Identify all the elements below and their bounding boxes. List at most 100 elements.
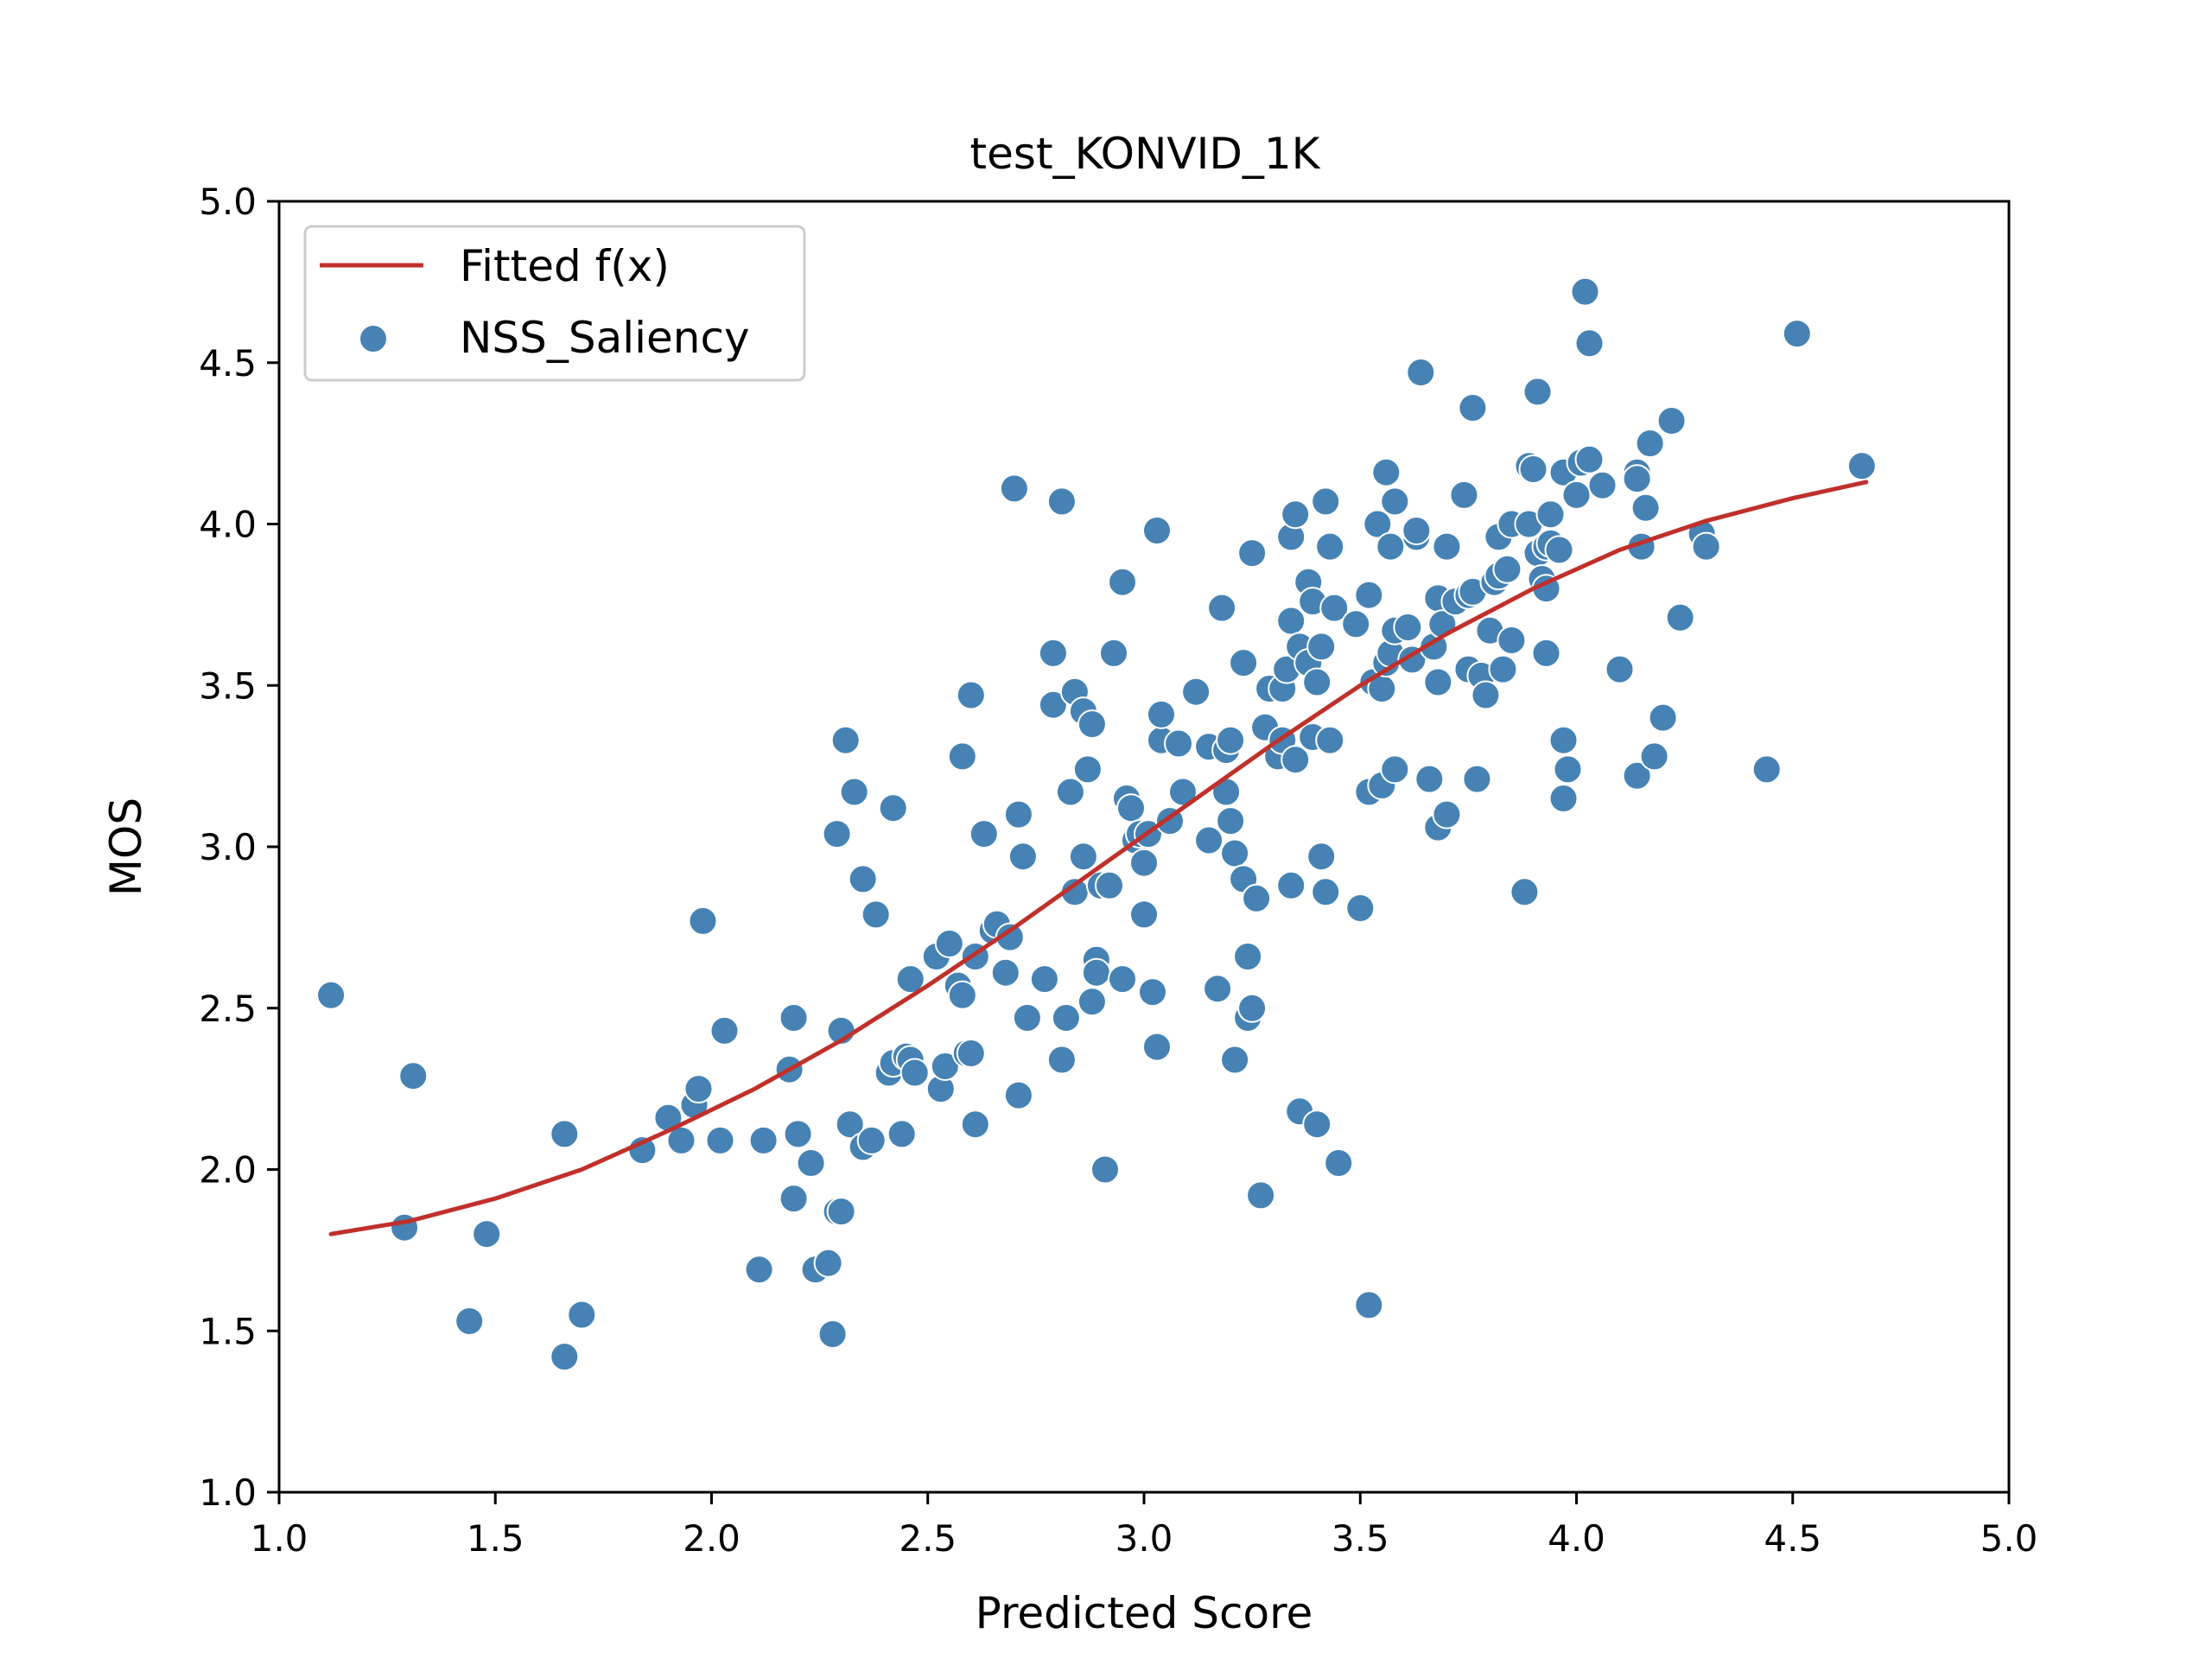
- scatter-point: [1046, 1045, 1077, 1075]
- scatter-point: [1077, 987, 1107, 1017]
- scatter-point: [1548, 784, 1579, 813]
- scatter-point: [826, 1197, 856, 1227]
- scatter-point: [895, 964, 925, 995]
- scatter-point: [1510, 877, 1540, 907]
- scatter-point: [1129, 899, 1159, 930]
- x-tick-label: 1.0: [251, 1517, 308, 1560]
- scatter-point: [1229, 648, 1259, 678]
- scatter-point: [1003, 1080, 1033, 1110]
- y-tick-label: 3.5: [199, 664, 257, 707]
- scatter-point: [705, 1125, 735, 1155]
- scatter-point: [930, 1052, 960, 1081]
- scatter-point: [1315, 531, 1345, 562]
- scatter-point: [1402, 516, 1432, 545]
- plot-area-frame: [277, 200, 2011, 1494]
- scatter-point: [1311, 486, 1341, 517]
- scatter-point: [1051, 1003, 1081, 1033]
- scatter-point: [1281, 499, 1311, 530]
- scatter-point: [1090, 1154, 1120, 1185]
- scatter-point: [1302, 1109, 1332, 1140]
- scatter-point: [1630, 493, 1661, 523]
- y-tick-label: 5.0: [199, 181, 257, 223]
- scatter-point: [956, 1039, 986, 1068]
- chart-title: test_KONVID_1K: [970, 129, 1321, 179]
- legend-points-swatch: [359, 324, 388, 353]
- scatter-point: [1531, 638, 1561, 668]
- y-tick-label: 1.0: [199, 1471, 257, 1514]
- scatter-point: [1432, 531, 1462, 562]
- scatter-point: [1354, 580, 1384, 610]
- scatter-point: [1003, 799, 1033, 830]
- x-axis-ticks: 1.0 1.5 2.0 2.5 3.0 3.5 4.0 4.5 5.0: [251, 1492, 2037, 1560]
- fitted-curve-line: [328, 480, 1869, 1236]
- scatter-point: [550, 1342, 580, 1372]
- scatter-point: [550, 1119, 580, 1149]
- scatter-point: [1181, 677, 1211, 707]
- scatter-point: [1055, 777, 1085, 807]
- scatter-point: [1847, 451, 1877, 481]
- scatter-point: [1233, 942, 1263, 971]
- scatter-point: [1237, 993, 1268, 1023]
- scatter-point: [1691, 531, 1721, 562]
- scatter-point: [1561, 480, 1592, 510]
- scatter-point: [709, 1015, 740, 1046]
- scatter-point: [934, 929, 964, 958]
- y-tick-label: 4.0: [199, 504, 257, 546]
- scatter-point: [783, 1119, 813, 1149]
- y-tick-label: 2.0: [199, 1149, 257, 1192]
- scatter-point: [748, 1125, 779, 1155]
- scatter-point: [1544, 535, 1574, 565]
- scatter-point: [999, 474, 1029, 504]
- scatter-point: [744, 1255, 774, 1285]
- x-axis-label: Predicted Score: [976, 1588, 1313, 1638]
- scatter-point: [1782, 319, 1812, 349]
- scatter-point: [1077, 709, 1107, 740]
- scatter-point: [839, 777, 869, 807]
- scatter-point: [817, 1319, 848, 1349]
- scatter-point: [472, 1219, 502, 1249]
- scatter-point: [1072, 754, 1103, 785]
- scatter-point: [960, 1109, 990, 1140]
- scatter-point: [813, 1248, 843, 1278]
- y-tick-label: 4.5: [199, 342, 257, 385]
- scatter-point: [398, 1061, 429, 1091]
- scatter-point: [1406, 358, 1436, 387]
- scatter-point: [1462, 764, 1492, 794]
- scatter-point: [1276, 870, 1306, 900]
- x-tick-label: 4.5: [1764, 1517, 1821, 1560]
- scatter-point: [1315, 725, 1345, 755]
- scatter-point: [861, 899, 891, 930]
- scatter-point: [1622, 760, 1652, 791]
- scatter-point: [1393, 613, 1423, 642]
- scatter-point: [1306, 842, 1337, 872]
- scatter-point: [1371, 457, 1402, 487]
- legend-fit-label: Fitted f(x): [460, 241, 670, 291]
- scatter-point: [1012, 1003, 1042, 1033]
- scatter-point: [899, 1058, 930, 1088]
- scatter-point: [1635, 429, 1665, 459]
- x-tick-label: 1.5: [467, 1517, 524, 1560]
- scatter-point: [1535, 499, 1566, 530]
- x-tick-label: 4.0: [1548, 1517, 1605, 1560]
- scatter-point: [956, 680, 986, 710]
- scatter-point: [1099, 638, 1128, 668]
- scatter-point: [1497, 626, 1527, 655]
- scatter-point: [835, 1109, 865, 1140]
- scatter-point: [887, 1119, 917, 1149]
- scatter-point: [947, 980, 977, 1010]
- legend: Fitted f(x) NSS_Saliency: [303, 225, 806, 382]
- scatter-point: [1108, 964, 1137, 995]
- scatter-point: [1203, 974, 1233, 1004]
- scatter-point: [1648, 702, 1678, 733]
- scatter-point: [1108, 567, 1137, 597]
- scatter-points: [316, 276, 1877, 1372]
- scatter-point: [1237, 538, 1268, 569]
- scatter-point: [1046, 486, 1077, 517]
- scatter-point: [316, 980, 346, 1010]
- scatter-point: [1522, 377, 1553, 407]
- scatter-point: [1081, 957, 1111, 988]
- scatter-point: [1029, 964, 1059, 995]
- scatter-point: [1324, 1148, 1354, 1178]
- scatter-point: [1345, 893, 1376, 923]
